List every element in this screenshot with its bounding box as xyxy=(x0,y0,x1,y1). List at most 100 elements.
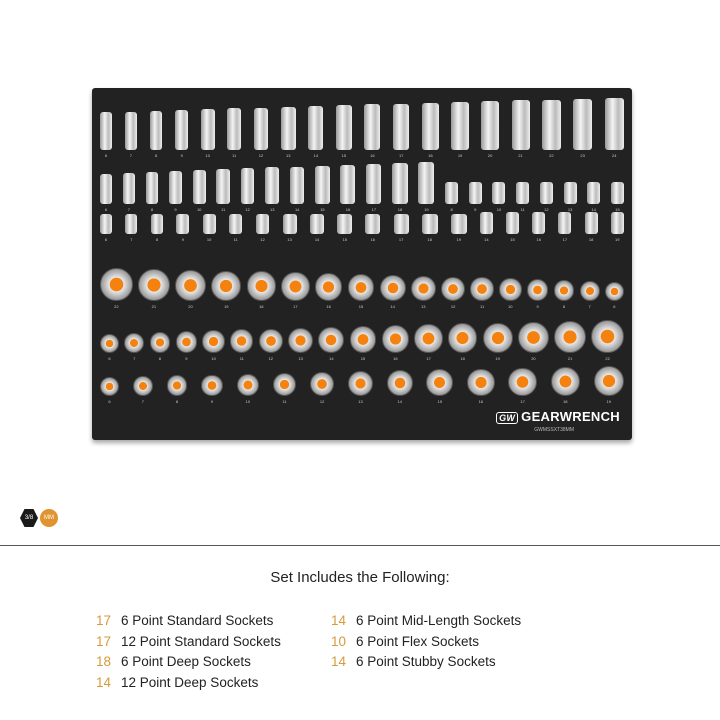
socket-size-label: 20 xyxy=(188,303,193,309)
socket-size-label: 17 xyxy=(426,355,431,361)
socket-size-label: 8 xyxy=(154,153,158,159)
socket-size-label: 15 xyxy=(360,355,366,361)
socket-tray: 6 7 8 9 10 11 12 13 14 15 16 17 18 19 20 21 22 23 24 6 7 8 9 10… xyxy=(92,88,632,440)
socket-size-label: 19 xyxy=(606,399,611,405)
socket: 6 xyxy=(100,112,112,158)
socket-size-label: 11 xyxy=(233,237,238,242)
socket: 9 xyxy=(468,181,482,212)
socket: 18 xyxy=(246,271,276,309)
socket-size-label: 11 xyxy=(239,355,244,361)
socket-size-label: 14 xyxy=(591,206,596,212)
socket: 15 xyxy=(347,273,375,309)
socket: 21 xyxy=(511,100,530,159)
socket: 12 xyxy=(240,168,255,212)
socket: 19 xyxy=(211,270,242,309)
socket: 9 xyxy=(201,374,223,405)
socket: 17 xyxy=(366,163,382,212)
socket: 8 xyxy=(145,171,159,212)
socket-size-label: 21 xyxy=(518,153,523,159)
socket-size-label: 17 xyxy=(293,303,298,309)
socket: 22 xyxy=(591,320,624,361)
includes-title: Set Includes the Following: xyxy=(270,569,450,586)
socket-size-label: 6 xyxy=(104,153,108,159)
item-count: 17 xyxy=(96,613,112,628)
socket: 11 xyxy=(228,214,243,242)
socket-size-label: 14 xyxy=(314,237,320,242)
item-label: 6 Point Mid-Length Sockets xyxy=(356,613,522,628)
socket: 14 xyxy=(318,326,345,361)
socket: 11 xyxy=(470,277,494,309)
socket: 6 xyxy=(604,281,624,309)
socket-size-label: 7 xyxy=(130,237,133,242)
socket-size-label: 15 xyxy=(615,206,620,212)
include-item: 10 6 Point Flex Sockets xyxy=(331,632,521,653)
socket-size-label: 18 xyxy=(563,399,568,405)
socket-size-label: 11 xyxy=(520,206,525,212)
socket: 16 xyxy=(381,325,410,361)
socket-row-standard: 22 21 20 19 18 17 16 15 14 13 12 11 10 9 8 7 6 xyxy=(100,268,624,309)
socket: 7 xyxy=(125,214,138,242)
item-count: 18 xyxy=(96,654,112,669)
socket-size-label: 10 xyxy=(196,206,202,212)
model-number: GWMSSXT38MM xyxy=(534,427,574,433)
socket-size-label: 21 xyxy=(567,355,573,361)
socket: 16 xyxy=(532,212,546,242)
socket-size-label: 17 xyxy=(371,206,377,212)
socket: 14 xyxy=(308,106,324,158)
socket-size-label: 12 xyxy=(258,153,264,159)
socket-size-label: 15 xyxy=(341,153,347,159)
socket-size-label: 6 xyxy=(613,303,616,309)
socket-size-label: 8 xyxy=(175,399,179,405)
item-count: 14 xyxy=(331,654,347,669)
socket-size-label: 23 xyxy=(580,153,585,159)
socket-size-label: 19 xyxy=(224,303,229,309)
socket: 14 xyxy=(379,274,406,309)
socket-size-label: 9 xyxy=(210,399,214,405)
socket-size-label: 6 xyxy=(104,206,108,212)
socket: 23 xyxy=(573,98,592,159)
socket: 10 xyxy=(499,278,522,309)
socket-size-label: 18 xyxy=(397,206,403,212)
socket-size-label: 10 xyxy=(205,153,210,159)
include-item: 14 6 Point Mid-Length Sockets xyxy=(331,611,521,632)
socket: 11 xyxy=(516,181,530,212)
socket-size-label: 19 xyxy=(495,355,500,361)
include-item: 17 12 Point Standard Sockets xyxy=(96,632,281,653)
socket: 18 xyxy=(421,214,438,242)
socket-size-label: 12 xyxy=(544,206,549,212)
socket-size-label: 16 xyxy=(370,237,376,242)
socket: 15 xyxy=(610,181,624,212)
item-label: 12 Point Standard Sockets xyxy=(121,633,281,649)
socket: 12 xyxy=(441,276,466,309)
socket: 11 xyxy=(272,372,297,404)
socket-size-label: 6 xyxy=(108,399,111,405)
socket: 12 xyxy=(539,181,553,212)
socket-size-label: 10 xyxy=(206,237,212,242)
metric-badge: MM xyxy=(40,509,58,527)
socket: 6 xyxy=(100,214,112,242)
socket-size-label: 10 xyxy=(211,355,216,361)
socket: 20 xyxy=(481,101,499,158)
socket-size-label: 10 xyxy=(245,399,251,405)
socket: 14 xyxy=(587,181,601,212)
socket-size-label: 22 xyxy=(605,355,610,361)
socket: 16 xyxy=(340,164,356,212)
socket: 20 xyxy=(175,269,206,309)
socket: 19 xyxy=(593,366,624,405)
socket-size-label: 9 xyxy=(474,206,477,212)
socket: 9 xyxy=(526,279,549,309)
socket: 21 xyxy=(137,268,170,309)
socket: 24 xyxy=(604,98,624,158)
socket: 6 xyxy=(100,333,120,361)
socket-size-label: 17 xyxy=(562,237,568,242)
include-item: 14 12 Point Deep Sockets xyxy=(96,673,281,694)
socket-size-label: 11 xyxy=(232,153,237,159)
socket-size-label: 11 xyxy=(221,206,226,212)
socket-size-label: 13 xyxy=(421,303,426,309)
socket-size-label: 16 xyxy=(393,355,398,361)
socket-size-label: 18 xyxy=(460,355,465,361)
item-count: 14 xyxy=(331,613,347,628)
socket-size-label: 14 xyxy=(390,303,395,309)
socket: 13 xyxy=(347,371,374,404)
socket-size-label: 7 xyxy=(588,303,591,309)
